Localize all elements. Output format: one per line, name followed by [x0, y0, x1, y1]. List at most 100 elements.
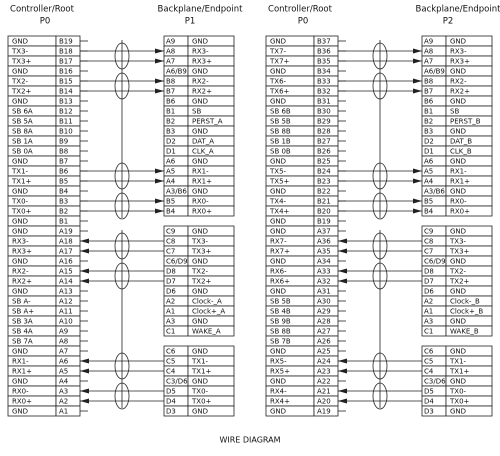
pin-label: A37 [317, 228, 331, 236]
signal-label: SB A+ [12, 308, 34, 316]
pin-label: A1 [424, 308, 433, 316]
pin-label: C1 [424, 328, 433, 336]
pin-label: B17 [59, 58, 73, 66]
signal-label: TX0+ [11, 208, 32, 216]
signal-label: TX1+ [191, 368, 212, 376]
controller-name: P0 [40, 17, 51, 27]
pin-label: A24 [317, 358, 331, 366]
pin-label: D5 [166, 388, 176, 396]
arrowhead [80, 248, 89, 254]
signal-label: CLK_B [450, 148, 472, 156]
signal-label: TX3- [449, 238, 467, 246]
signal-label: GND [12, 348, 28, 356]
signal-label: GND [12, 68, 28, 76]
arrowhead [155, 88, 164, 94]
arrowhead [338, 368, 347, 374]
pin-label: B6 [166, 98, 176, 106]
pin-label: B7 [424, 88, 433, 96]
signal-label: TX0+ [449, 398, 470, 406]
pin-label: D1 [424, 148, 434, 156]
signal-label: CLK_A [192, 148, 214, 156]
signal-cell [187, 325, 235, 337]
pin-label: A34 [317, 258, 331, 266]
arrowhead [80, 238, 89, 244]
signal-label: GND [12, 188, 28, 196]
pin-label: C8 [166, 238, 175, 246]
pin-label: C6/D9 [424, 258, 446, 266]
pin-label: B33 [317, 78, 331, 86]
signal-label: GND [270, 158, 286, 166]
pin-label: B25 [317, 158, 331, 166]
pin-label: A2 [424, 298, 433, 306]
pin-label: C6 [166, 348, 176, 356]
signal-label: RX2+ [450, 88, 470, 96]
signal-label: RX2+ [12, 278, 32, 286]
pin-label: B4 [59, 188, 69, 196]
pin-label: A27 [317, 328, 331, 336]
endpoint-name: P2 [443, 17, 454, 27]
pin-label: A21 [317, 388, 331, 396]
arrowhead [338, 358, 347, 364]
pin-label: B6 [59, 168, 69, 176]
signal-label: TX1- [449, 358, 467, 366]
signal-label: RX2- [12, 268, 29, 276]
signal-label: RX6+ [270, 278, 290, 286]
signal-label: SB 5B [270, 298, 291, 306]
pin-label: D2 [166, 138, 176, 146]
endpoint-title: Backplane/Endpoint [158, 5, 244, 15]
pin-label: A6 [166, 158, 176, 166]
signal-cell [445, 325, 493, 337]
pin-label: C3/D6 [424, 378, 446, 386]
pin-label: A3/B6 [166, 188, 187, 196]
pin-label: A8 [166, 48, 175, 56]
signal-label: GND [192, 258, 208, 266]
arrowhead [155, 198, 164, 204]
signal-label: SB 8A [12, 128, 33, 136]
pin-label: B18 [59, 48, 73, 56]
pin-label: A5 [59, 368, 68, 376]
pin-label: A18 [59, 238, 73, 246]
controller-title: Controller/Root [10, 5, 75, 15]
pin-label: A3 [59, 388, 68, 396]
signal-label: RX1+ [12, 368, 32, 376]
pin-label: A9 [424, 38, 433, 46]
pin-label: A28 [317, 318, 331, 326]
pin-label: A17 [59, 248, 73, 256]
pin-label: A14 [59, 278, 73, 286]
signal-label: TX2+ [11, 88, 32, 96]
pin-label: B30 [317, 108, 331, 116]
pin-label: A6 [424, 158, 434, 166]
pin-label: A7 [59, 348, 68, 356]
signal-label: GND [12, 158, 28, 166]
arrowhead [155, 78, 164, 84]
signal-label: TX1+ [11, 178, 32, 186]
arrowhead [155, 168, 164, 174]
signal-label: Clock+_B [450, 308, 483, 316]
pin-label: B1 [166, 108, 175, 116]
signal-label: RX0+ [450, 208, 470, 216]
pin-label: B5 [424, 198, 433, 206]
signal-label: GND [450, 228, 466, 236]
signal-label: TX0- [191, 388, 209, 396]
signal-label: GND [450, 408, 466, 416]
pin-label: B2 [59, 208, 68, 216]
signal-label: SB 0A [12, 148, 33, 156]
signal-label: TX3+ [191, 248, 212, 256]
pin-label: C4 [166, 368, 176, 376]
pin-label: B8 [59, 148, 68, 156]
arrowhead [413, 198, 422, 204]
signal-label: RX1- [192, 168, 209, 176]
pin-label: B11 [59, 118, 73, 126]
signal-label: GND [270, 228, 286, 236]
signal-label: PERST_B [450, 118, 481, 126]
signal-label: RX3+ [192, 58, 212, 66]
pin-label: A13 [59, 288, 73, 296]
signal-label: TX6- [269, 78, 287, 86]
pin-label: B24 [317, 168, 331, 176]
signal-label: GND [450, 98, 466, 106]
pin-label: B12 [59, 108, 73, 116]
signal-label: GND [270, 408, 286, 416]
signal-label: GND [12, 258, 28, 266]
pin-label: A7 [166, 58, 175, 66]
pin-label: B3 [59, 198, 68, 206]
